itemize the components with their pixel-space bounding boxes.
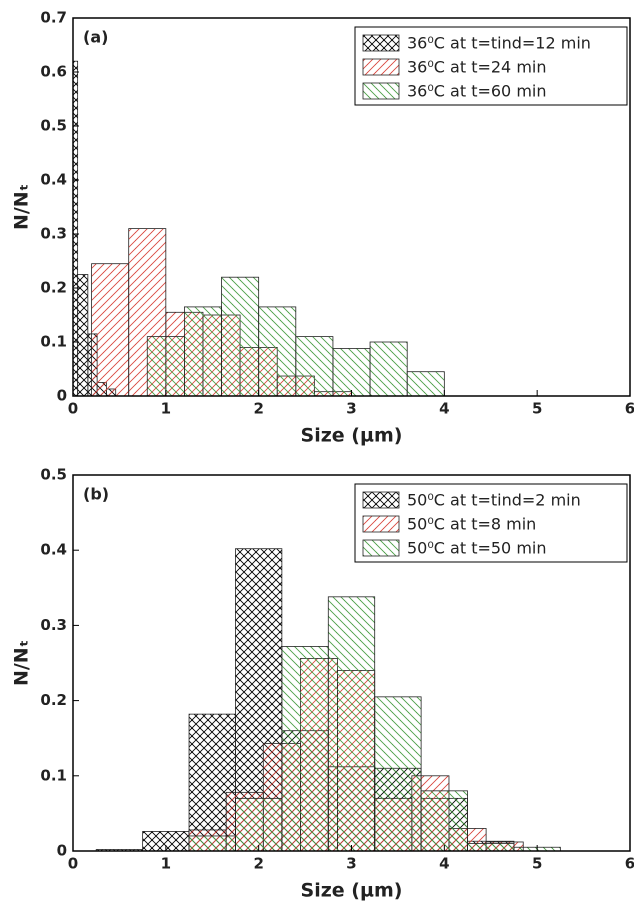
x-tick-label: 4 <box>439 855 449 873</box>
y-tick-label: 0 <box>57 387 67 405</box>
histogram-bar <box>327 596 376 852</box>
x-tick-label: 6 <box>625 855 634 873</box>
y-tick-label: 0.3 <box>40 616 67 634</box>
x-tick-label: 6 <box>625 400 634 418</box>
x-tick-label: 1 <box>161 400 171 418</box>
histogram-bar <box>374 696 422 852</box>
y-tick-label: 0.2 <box>40 279 67 297</box>
legend-swatch <box>362 539 400 557</box>
y-tick-label: 0.4 <box>40 171 67 189</box>
x-axis-label: Size (µm) <box>301 880 403 902</box>
x-tick-label: 3 <box>346 400 356 418</box>
histogram-bar <box>369 341 408 397</box>
histogram-bar <box>258 306 297 397</box>
y-tick-label: 0.4 <box>40 541 67 559</box>
legend-frame <box>354 26 628 106</box>
histogram-bar <box>281 646 329 852</box>
histogram-bar <box>91 263 130 397</box>
legend-swatch <box>362 34 400 52</box>
y-tick-label: 0.6 <box>40 63 67 81</box>
x-tick-label: 4 <box>439 400 449 418</box>
legend-label: 50⁰C at t=tind=2 min <box>407 491 581 510</box>
histogram-bar <box>183 306 222 397</box>
y-tick-label: 0.3 <box>40 225 67 243</box>
histogram-bar <box>146 336 185 397</box>
y-tick-label: 0.5 <box>40 117 67 135</box>
histogram-bar <box>332 348 371 397</box>
x-tick-label: 0 <box>68 855 78 873</box>
histogram-bar <box>221 276 260 397</box>
x-axis-label: Size (µm) <box>301 425 403 447</box>
histogram-bar <box>467 843 515 852</box>
x-tick-label: 5 <box>532 855 542 873</box>
histogram-bar <box>420 790 468 852</box>
x-tick-label: 2 <box>253 400 263 418</box>
y-tick-label: 0.2 <box>40 691 67 709</box>
legend-label: 36⁰C at t=tind=12 min <box>407 34 591 53</box>
legend-swatch <box>362 58 400 76</box>
histogram-bar <box>77 274 89 397</box>
histogram-bar <box>188 835 236 852</box>
x-tick-label: 1 <box>161 855 171 873</box>
legend-label: 36⁰C at t=60 min <box>407 82 547 101</box>
y-axis-label: N/Nₜ <box>11 640 33 686</box>
x-tick-label: 3 <box>346 855 356 873</box>
y-axis-label: N/Nₜ <box>11 184 33 230</box>
legend-swatch <box>362 515 400 533</box>
legend-frame <box>354 483 628 563</box>
y-tick-label: 0 <box>57 842 67 860</box>
panel-label: (a) <box>83 28 108 47</box>
histogram-bar <box>295 336 334 397</box>
legend-swatch <box>362 491 400 509</box>
histogram-bar <box>406 371 445 397</box>
y-tick-label: 0.7 <box>40 9 67 27</box>
histogram-bar <box>235 797 283 852</box>
x-tick-label: 0 <box>68 400 78 418</box>
y-tick-label: 0.1 <box>40 333 67 351</box>
panel-label: (b) <box>83 485 109 504</box>
y-tick-label: 0.5 <box>40 466 67 484</box>
x-tick-label: 5 <box>532 400 542 418</box>
legend-label: 50⁰C at t=8 min <box>407 515 536 534</box>
legend-swatch <box>362 82 400 100</box>
y-tick-label: 0.1 <box>40 766 67 784</box>
legend-label: 36⁰C at t=24 min <box>407 58 547 77</box>
x-tick-label: 2 <box>253 855 263 873</box>
legend-label: 50⁰C at t=50 min <box>407 539 547 558</box>
